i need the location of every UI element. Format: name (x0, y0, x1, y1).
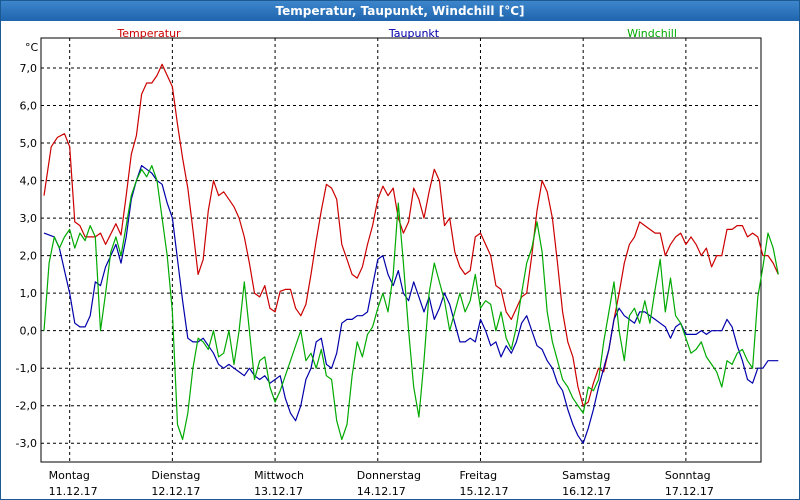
x-tick-day: Donnerstag (357, 469, 421, 482)
x-tick-date: 15.12.17 (459, 485, 508, 498)
y-tick-label: 1,0 (20, 287, 38, 300)
x-tick-date: 17.12.17 (665, 485, 714, 498)
x-tick-day: Dienstag (151, 469, 200, 482)
y-tick-label: 0,0 (20, 325, 38, 338)
x-tick-day: Freitag (459, 469, 497, 482)
y-tick-label: 3,0 (20, 212, 38, 225)
y-tick-label: 4,0 (20, 175, 38, 188)
y-tick-label: -2,0 (16, 400, 37, 413)
x-tick-date: 12.12.17 (151, 485, 200, 498)
legend-taupunkt: Taupunkt (388, 27, 440, 40)
x-tick-day: Samstag (562, 469, 610, 482)
y-tick-label: 6,0 (20, 100, 38, 113)
series-line-temperatur (43, 63, 779, 407)
y-tick-label: -1,0 (16, 362, 37, 375)
window-title: Temperatur, Taupunkt, Windchill [°C] (1, 1, 799, 21)
legend-windchill: Windchill (627, 27, 677, 40)
x-tick-date: 16.12.17 (562, 485, 611, 498)
x-tick-date: 11.12.17 (49, 485, 98, 498)
legend-temperatur: Temperatur (116, 27, 181, 40)
y-tick-label: 7,0 (20, 62, 38, 75)
x-tick-date: 14.12.17 (357, 485, 406, 498)
y-axis-label: °C (25, 41, 39, 54)
x-tick-day: Mittwoch (254, 469, 304, 482)
x-tick-day: Montag (49, 469, 90, 482)
y-tick-label: 5,0 (20, 137, 38, 150)
series-line-windchill (43, 165, 779, 441)
plot-area (40, 37, 762, 463)
x-tick-date: 13.12.17 (254, 485, 303, 498)
x-tick-day: Sonntag (665, 469, 711, 482)
y-tick-label: -3,0 (16, 437, 37, 450)
series-line-taupunkt (43, 165, 779, 444)
y-tick-label: 2,0 (20, 250, 38, 263)
